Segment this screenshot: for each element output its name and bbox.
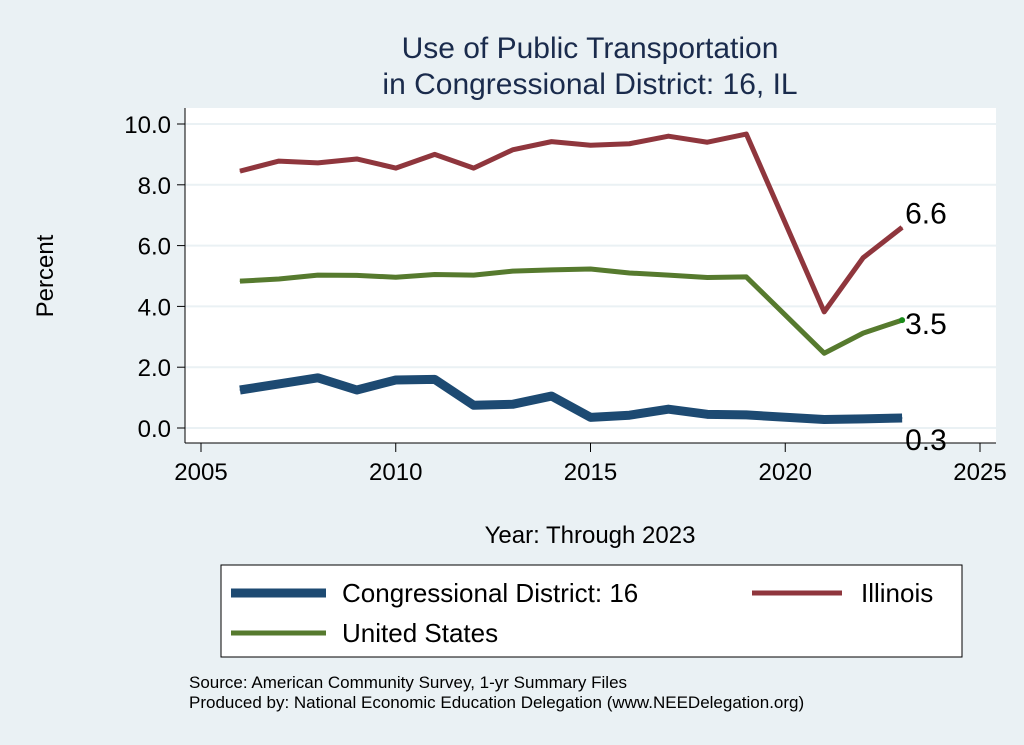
data-point-illinois xyxy=(395,167,397,169)
data-point-congressional-district-16 xyxy=(317,377,319,379)
data-point-united-states xyxy=(745,276,747,278)
data-point-united-states xyxy=(434,273,436,275)
producer-note: Produced by: National Economic Education… xyxy=(189,693,804,712)
data-point-congressional-district-16 xyxy=(473,404,475,406)
data-point-congressional-district-16 xyxy=(356,389,358,391)
y-tick-label: 4.0 xyxy=(138,294,171,321)
x-tick-label: 2015 xyxy=(564,459,617,486)
x-axis-ticks: 2005 2010 2015 2020 2025 xyxy=(174,443,1007,486)
source-note: Source: American Community Survey, 1-yr … xyxy=(189,673,627,692)
x-axis-title: Year: Through 2023 xyxy=(485,522,696,549)
end-labels: 6.6 3.5 0.3 xyxy=(905,197,947,457)
data-point-illinois xyxy=(278,160,280,162)
data-point-illinois xyxy=(551,141,553,143)
data-point-illinois xyxy=(356,158,358,160)
chart-title: Use of Public Transportation in Congress… xyxy=(382,32,797,101)
data-point-illinois xyxy=(667,135,669,137)
data-point-united-states xyxy=(862,332,864,334)
data-point-congressional-district-16 xyxy=(706,413,708,415)
y-axis-title: Percent xyxy=(32,234,59,317)
data-point-united-states xyxy=(278,278,280,280)
data-point-illinois xyxy=(745,133,747,135)
legend-label-illinois: Illinois xyxy=(861,578,933,608)
y-axis-ticks: 0.0 2.0 4.0 6.0 8.0 10.0 xyxy=(124,112,185,443)
data-point-congressional-district-16 xyxy=(512,403,514,405)
legend-box xyxy=(220,564,963,658)
data-point-united-states xyxy=(590,268,591,270)
data-point-congressional-district-16 xyxy=(667,408,669,410)
data-point-united-states xyxy=(512,270,514,272)
data-point-united-states xyxy=(317,274,319,276)
data-point-congressional-district-16 xyxy=(239,389,241,391)
data-point-united-states xyxy=(823,352,825,354)
data-point-united-states xyxy=(628,272,630,274)
data-point-united-states xyxy=(356,274,358,276)
y-tick-label: 6.0 xyxy=(138,234,171,261)
chart-title-line-1: Use of Public Transportation xyxy=(402,32,779,65)
data-point-united-states xyxy=(706,277,708,279)
series-lines xyxy=(239,131,906,424)
data-point-illinois xyxy=(239,170,241,172)
chart-title-line-2: in Congressional District: 16, IL xyxy=(382,68,797,101)
data-point-united-states xyxy=(395,276,397,278)
data-point-united-states xyxy=(473,274,475,276)
data-point-illinois xyxy=(901,226,903,228)
data-point-united-states xyxy=(667,274,669,276)
y-tick-label: 8.0 xyxy=(138,173,171,200)
x-tick-label: 2005 xyxy=(174,459,227,486)
legend-label-us: United States xyxy=(342,618,498,648)
data-point-congressional-district-16 xyxy=(590,416,591,418)
data-point-illinois xyxy=(862,257,864,259)
data-point-illinois xyxy=(823,311,825,313)
data-point-congressional-district-16 xyxy=(395,379,397,381)
x-tick-label: 2020 xyxy=(759,459,812,486)
data-point-congressional-district-16 xyxy=(551,395,553,397)
data-point-congressional-district-16 xyxy=(901,417,903,419)
y-tick-label: 10.0 xyxy=(124,112,171,139)
data-point-illinois xyxy=(512,149,514,151)
end-label-illinois: 6.6 xyxy=(905,197,947,230)
data-point-illinois xyxy=(473,167,475,169)
end-label-united-states: 3.5 xyxy=(905,308,947,341)
data-point-congressional-district-16 xyxy=(823,418,825,420)
data-point-illinois xyxy=(317,162,319,164)
data-point-congressional-district-16 xyxy=(278,383,280,385)
y-tick-label: 0.0 xyxy=(138,416,171,443)
data-point-illinois xyxy=(590,144,591,146)
end-label-congressional-district-16: 0.3 xyxy=(905,424,947,457)
legend: Congressional District: 16 Illinois Unit… xyxy=(220,564,963,658)
data-point-congressional-district-16 xyxy=(434,378,436,380)
data-point-illinois xyxy=(706,141,708,143)
legend-label-cd16: Congressional District: 16 xyxy=(342,578,638,608)
data-point-congressional-district-16 xyxy=(862,418,864,420)
gridlines xyxy=(185,123,996,429)
x-tick-label: 2025 xyxy=(953,459,1006,486)
y-tick-label: 2.0 xyxy=(138,355,171,382)
data-point-united-states xyxy=(551,269,553,271)
data-point-united-states xyxy=(239,280,241,282)
x-tick-label: 2010 xyxy=(369,459,422,486)
data-point-illinois xyxy=(628,143,630,145)
data-point-congressional-district-16 xyxy=(745,414,747,416)
data-point-congressional-district-16 xyxy=(628,414,630,416)
end-marker-united-states xyxy=(899,317,906,324)
data-point-illinois xyxy=(434,153,436,155)
